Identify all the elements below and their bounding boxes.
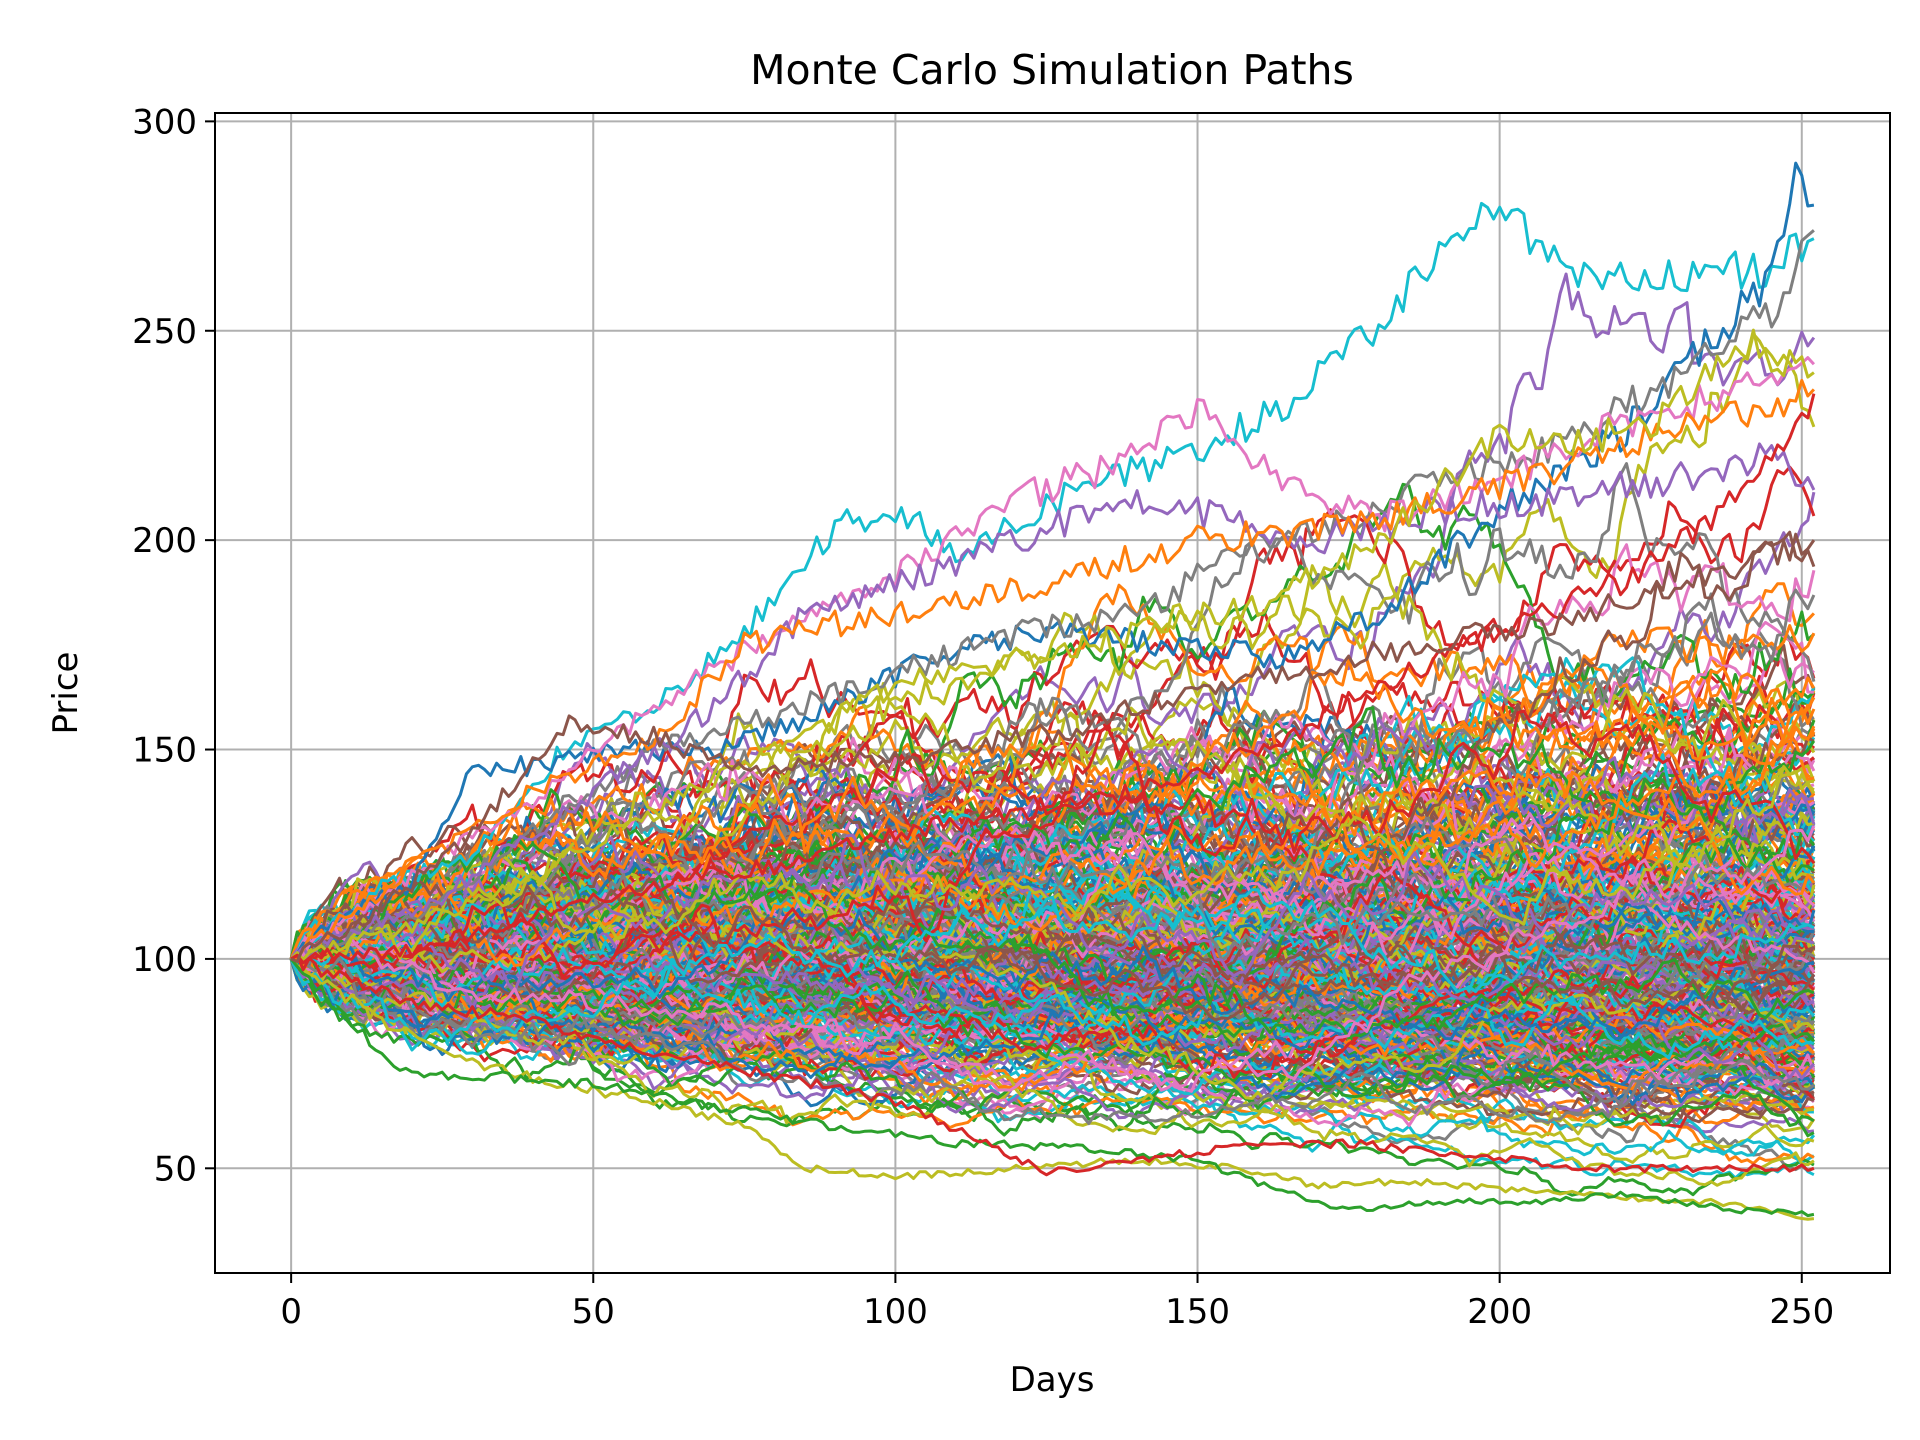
x-tick-label: 150	[1165, 1292, 1230, 1332]
simulation-path	[290, 709, 1816, 979]
plot-frame	[214, 112, 1891, 1274]
simulation-path	[290, 682, 1816, 964]
y-tick-label: 150	[132, 731, 197, 771]
simulation-path-extreme	[290, 161, 1815, 961]
y-axis-label: Price	[46, 652, 86, 735]
simulation-path	[289, 917, 1815, 1024]
simulation-path	[290, 907, 1815, 1041]
simulation-path-extreme	[289, 957, 1815, 1221]
simulation-paths	[289, 161, 1816, 1221]
simulation-path-extreme	[290, 532, 1816, 963]
x-tick-label: 50	[572, 1292, 615, 1332]
x-tick-label: 100	[863, 1292, 928, 1332]
x-tick-label: 250	[1769, 1292, 1834, 1332]
simulation-path-extreme	[290, 378, 1816, 961]
chart-title: Monte Carlo Simulation Paths	[750, 46, 1354, 94]
simulation-path-extreme	[290, 356, 1816, 960]
simulation-path	[290, 834, 1815, 1040]
simulation-path	[290, 706, 1816, 974]
simulation-path-extreme	[290, 953, 1815, 1177]
x-tick-label: 200	[1467, 1292, 1532, 1332]
simulation-path	[289, 946, 1815, 1060]
simulation-path	[290, 881, 1815, 1067]
simulation-path	[290, 657, 1816, 961]
simulation-path	[290, 855, 1815, 1004]
x-tick-label: 0	[280, 1292, 302, 1332]
y-tick-label: 200	[132, 521, 197, 561]
simulation-path	[290, 952, 1815, 1126]
simulation-path	[290, 543, 1816, 960]
simulation-path	[289, 919, 1815, 1079]
x-axis-label: Days	[1010, 1360, 1095, 1400]
simulation-path	[290, 825, 1816, 1093]
axis-ticks: 0 50 100 150 200 250 50 100 150 200 250 300	[132, 102, 1834, 1332]
y-tick-label: 100	[132, 940, 197, 980]
simulation-path	[289, 839, 1815, 979]
simulation-path-extreme	[290, 332, 1815, 962]
y-tick-label: 250	[132, 312, 197, 352]
simulation-path-extreme	[290, 442, 1816, 961]
y-tick-label: 50	[154, 1149, 197, 1189]
simulation-path	[290, 752, 1815, 970]
simulation-path	[290, 778, 1816, 1022]
y-tick-label: 300	[132, 102, 197, 142]
simulation-path-extreme	[289, 957, 1815, 1218]
